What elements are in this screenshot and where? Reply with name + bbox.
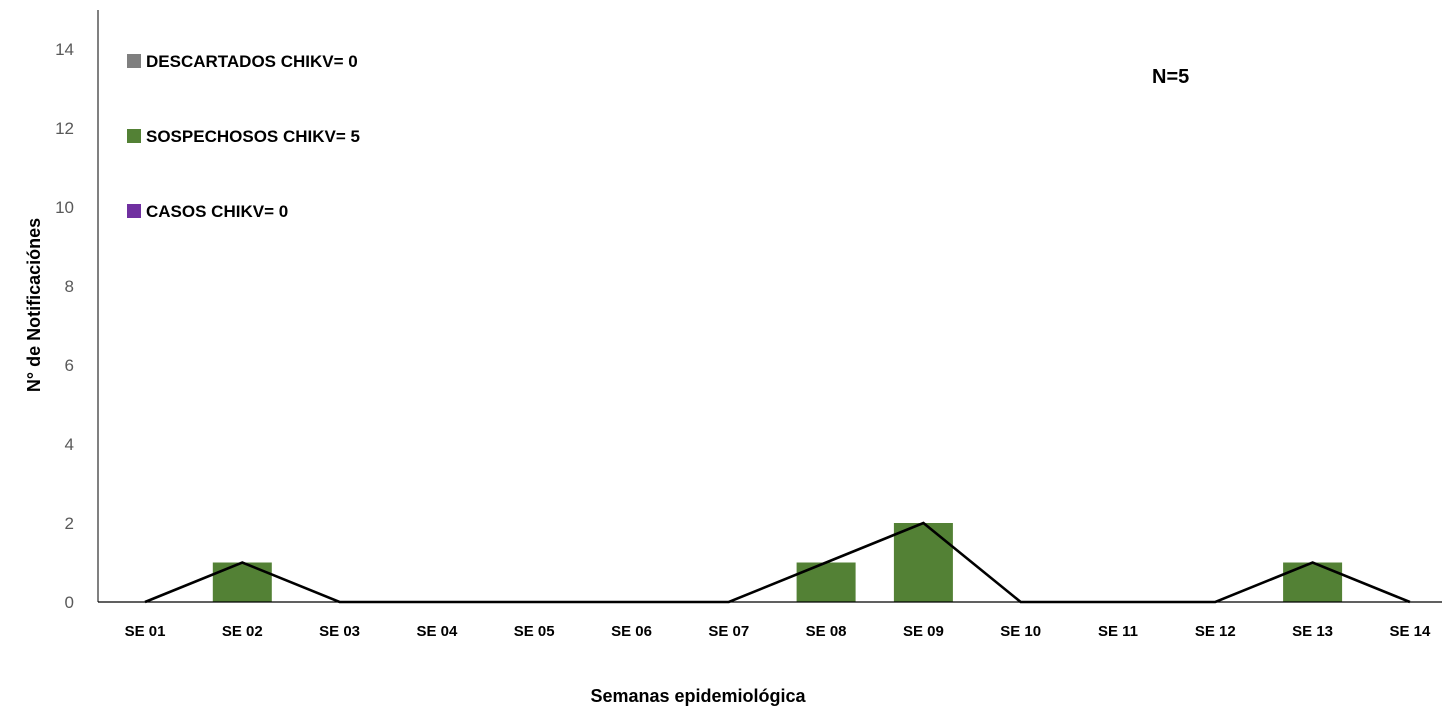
x-tick-label: SE 05 [514,623,555,640]
x-tick-labels: SE 01 SE 02 SE 03 SE 04 SE 05 SE 06 SE 07 SE 08… [125,623,1431,640]
bar [796,562,856,602]
trend-line [144,521,1411,604]
y-tick-label: 10 [55,198,74,217]
x-tick-label: SE 09 [903,623,944,640]
x-tick-label: SE 11 [1098,623,1138,640]
legend-label: DESCARTADOS CHIKV= 0 [146,52,358,71]
x-tick-label: SE 06 [611,623,652,640]
y-tick-label: 4 [65,435,74,454]
y-tick-label: 6 [65,356,74,375]
legend-swatch [127,54,141,68]
total-count-annotation: N=5 [1152,66,1189,88]
x-tick-label: SE 08 [806,623,847,640]
x-tick-label: SE 07 [708,623,749,640]
bar [893,523,953,602]
y-tick-label: 14 [55,40,74,59]
x-tick-label: SE 13 [1292,623,1333,640]
y-axis-title: N° de Notificaciónes [24,218,44,392]
y-tick-label: 0 [65,593,74,612]
x-tick-label: SE 14 [1389,623,1431,640]
x-tick-label: SE 04 [416,623,458,640]
bar [212,562,272,602]
bar [1283,562,1343,602]
legend-label: CASOS CHIKV= 0 [146,202,288,221]
x-tick-label: SE 03 [319,623,360,640]
legend-swatch [127,129,141,143]
legend-swatch [127,204,141,218]
x-tick-label: SE 01 [125,623,166,640]
axes [97,10,1442,603]
y-tick-labels: 0 2 4 6 8 10 12 14 [55,40,74,612]
legend-label: SOSPECHOSOS CHIKV= 5 [146,127,360,146]
y-tick-label: 8 [65,277,74,296]
legend: DESCARTADOS CHIKV= 0 SOSPECHOSOS CHIKV= 5… [127,52,360,221]
legend-item: SOSPECHOSOS CHIKV= 5 [127,127,360,146]
y-tick-label: 12 [55,119,74,138]
x-tick-label: SE 10 [1000,623,1041,640]
y-tick-label: 2 [65,514,74,533]
bars-layer [212,523,1343,602]
legend-item: DESCARTADOS CHIKV= 0 [127,52,358,71]
x-axis-title: Semanas epidemiológica [590,686,806,706]
legend-item: CASOS CHIKV= 0 [127,202,288,221]
x-tick-label: SE 12 [1195,623,1236,640]
trend-line-layer [144,521,1411,604]
x-tick-label: SE 02 [222,623,263,640]
